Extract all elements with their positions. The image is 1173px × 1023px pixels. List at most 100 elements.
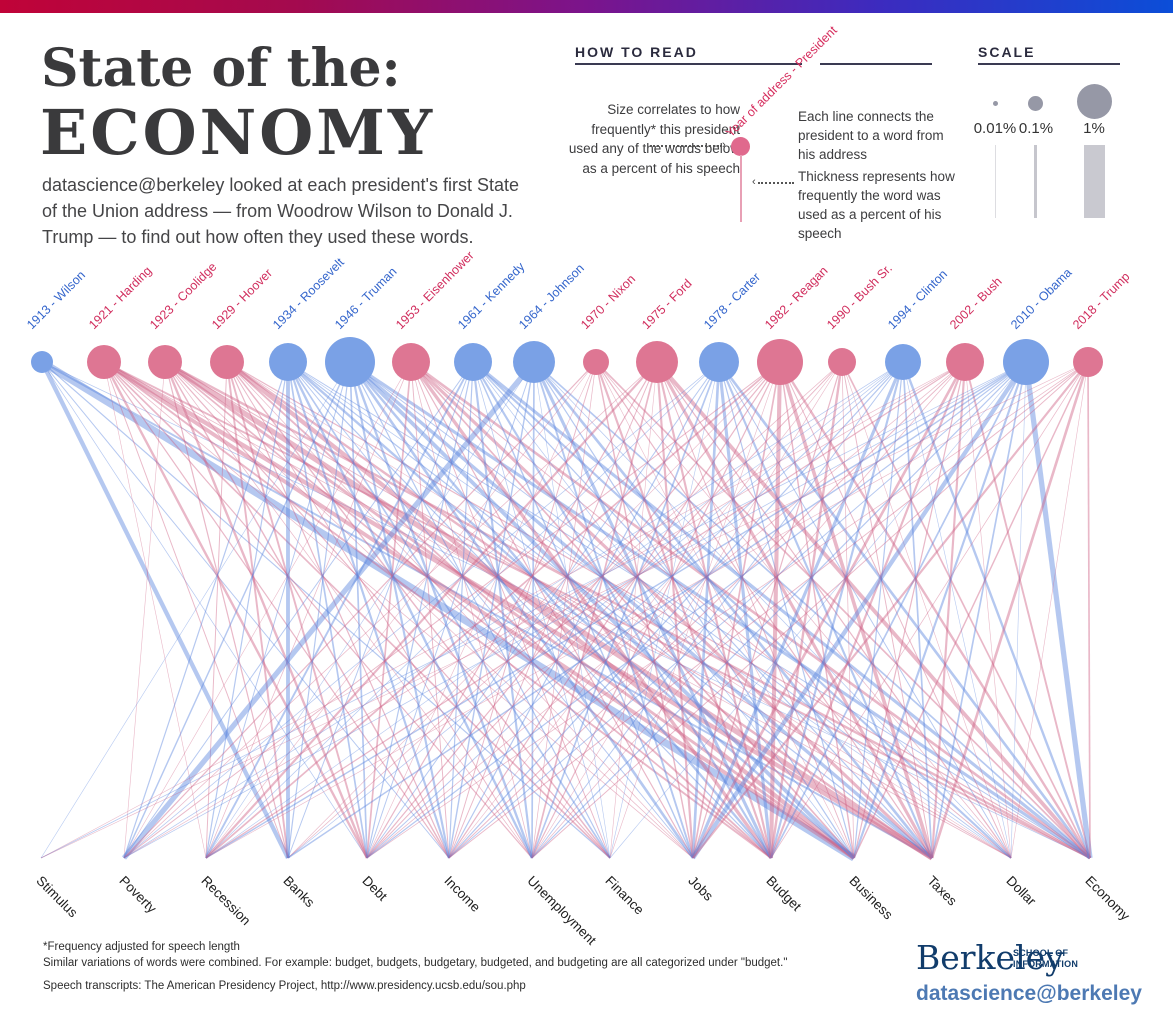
edge-Reagan-Budget [768,361,783,859]
edge-Reagan-Recession [205,361,781,859]
president-node-Wilson[interactable] [31,351,53,373]
legend-size-note: Size correlates to how frequently* this … [568,102,740,176]
edge-Trump-Budget [770,361,1089,859]
edge-Harding-Dollar [103,361,1012,859]
edge-Kennedy-Recession [205,361,474,859]
scale-label-001: 0.01% [973,120,1017,137]
edge-Bush Sr.-Unemployment [531,361,843,859]
footnote-frequency: *Frequency adjusted for speech length [43,941,240,953]
edge-Roosevelt-Budget [287,361,772,859]
president-node-Reagan[interactable] [757,339,803,385]
edge-Bush Sr.-Business [841,361,855,859]
president-node-Bush Sr.[interactable] [828,348,856,376]
edge-Obama-Budget [770,361,1027,859]
president-node-Truman[interactable] [325,337,375,387]
edge-Roosevelt-Taxes [287,361,933,859]
edge-Johnson-Budget [532,361,773,859]
berkeley-sub-line1: SCHOOL OF [1013,948,1069,958]
president-node-Bush[interactable] [946,343,984,381]
edge-Hoover-Income [226,361,450,859]
edge-Truman-Stimulus [40,361,351,859]
edge-Truman-Business [348,360,856,860]
president-node-Clinton[interactable] [885,344,921,380]
edge-Hoover-Unemployment [226,361,533,859]
edge-Bush-Budget [769,361,967,859]
scale-circle-large-icon [1077,84,1112,119]
berkeley-logo: Berkeley [916,938,1064,977]
president-node-Hoover[interactable] [210,345,244,379]
edge-Kennedy-Budget [472,361,772,859]
footnote-variations: Similar variations of words were combine… [43,957,788,969]
edge-Bush Sr.-Banks [287,361,843,859]
edge-Eisenhower-Jobs [410,361,694,859]
president-node-Trump[interactable] [1073,347,1103,377]
edge-Carter-Poverty [123,361,720,859]
edge-Clinton-Debt [366,361,904,859]
edge-Reagan-Income [448,361,781,859]
edge-Ford-Income [448,361,658,859]
edge-Kennedy-Poverty [123,361,474,859]
edge-Coolidge-Business [164,360,855,860]
president-node-Eisenhower[interactable] [392,343,430,381]
edge-Truman-Banks [287,361,351,859]
president-node-Roosevelt[interactable] [269,343,307,381]
president-node-Obama[interactable] [1003,339,1049,385]
legend-line-note: Each line connects the president to a wo… [798,109,944,162]
edge-Kennedy-Economy [472,360,1091,860]
edge-Trump-Jobs [692,361,1089,859]
edge-Bush-Stimulus [40,361,966,859]
how-to-read-heading: HOW TO READ [575,44,698,60]
edge-Truman-Economy [349,360,1091,860]
president-node-Nixon[interactable] [583,349,609,375]
edge-Trump-Stimulus [40,361,1089,859]
edge-Carter-Finance [609,361,720,859]
edge-Bush-Economy [964,361,1091,859]
edge-Bush Sr.-Debt [366,361,843,859]
edge-Nixon-Poverty [123,361,597,859]
edge-Hoover-Finance [226,361,611,859]
edge-Coolidge-Dollar [164,361,1012,859]
edge-Kennedy-Business [472,361,855,859]
edge-Obama-Banks [287,361,1027,859]
edge-Johnson-Debt [366,361,535,859]
edge-Harding-Taxes [102,360,934,860]
berkeley-school-of-information-label: SCHOOL OF INFORMATION [1013,948,1078,970]
edge-Eisenhower-Business [410,361,855,859]
edge-Ford-Poverty [123,361,658,859]
edge-Ford-Business [656,361,855,859]
president-node-Coolidge[interactable] [148,345,182,379]
president-node-Kennedy[interactable] [454,343,492,381]
edge-Obama-Economy [1023,361,1093,859]
edge-Harding-Unemployment [103,361,533,859]
edge-Bush-Taxes [930,361,967,859]
edge-Roosevelt-Debt [287,361,368,859]
edge-Truman-Unemployment [348,361,534,859]
edge-Obama-Poverty [123,361,1027,859]
legend-president-node-icon [731,137,750,156]
president-node-Harding[interactable] [87,345,121,379]
edge-Hoover-Recession [205,361,228,859]
footnote-source: Speech transcripts: The American Preside… [43,980,526,992]
edge-Bush-Recession [205,361,966,859]
edge-Nixon-Recession [205,361,597,859]
edge-Clinton-Unemployment [531,361,904,859]
edge-Reagan-Debt [366,361,781,859]
president-node-Johnson[interactable] [513,341,555,383]
datascience-berkeley-label: datascience@berkeley [916,982,1142,1005]
edge-Coolidge-Budget [164,361,772,859]
scale-bar-thick-icon [1084,145,1105,218]
edge-Clinton-Economy [901,361,1092,859]
edge-Ford-Dollar [656,361,1012,859]
edge-Reagan-Poverty [123,361,781,859]
edge-Coolidge-Jobs [164,361,694,859]
edge-Bush-Jobs [691,361,967,859]
edge-Obama-Taxes [931,361,1027,859]
edge-Wilson-Finance [41,361,611,859]
president-node-Ford[interactable] [636,341,678,383]
edge-Clinton-Jobs [691,361,905,859]
edge-Clinton-Budget [769,361,905,859]
president-node-Carter[interactable] [699,342,739,382]
edge-Hoover-Banks [226,361,289,859]
